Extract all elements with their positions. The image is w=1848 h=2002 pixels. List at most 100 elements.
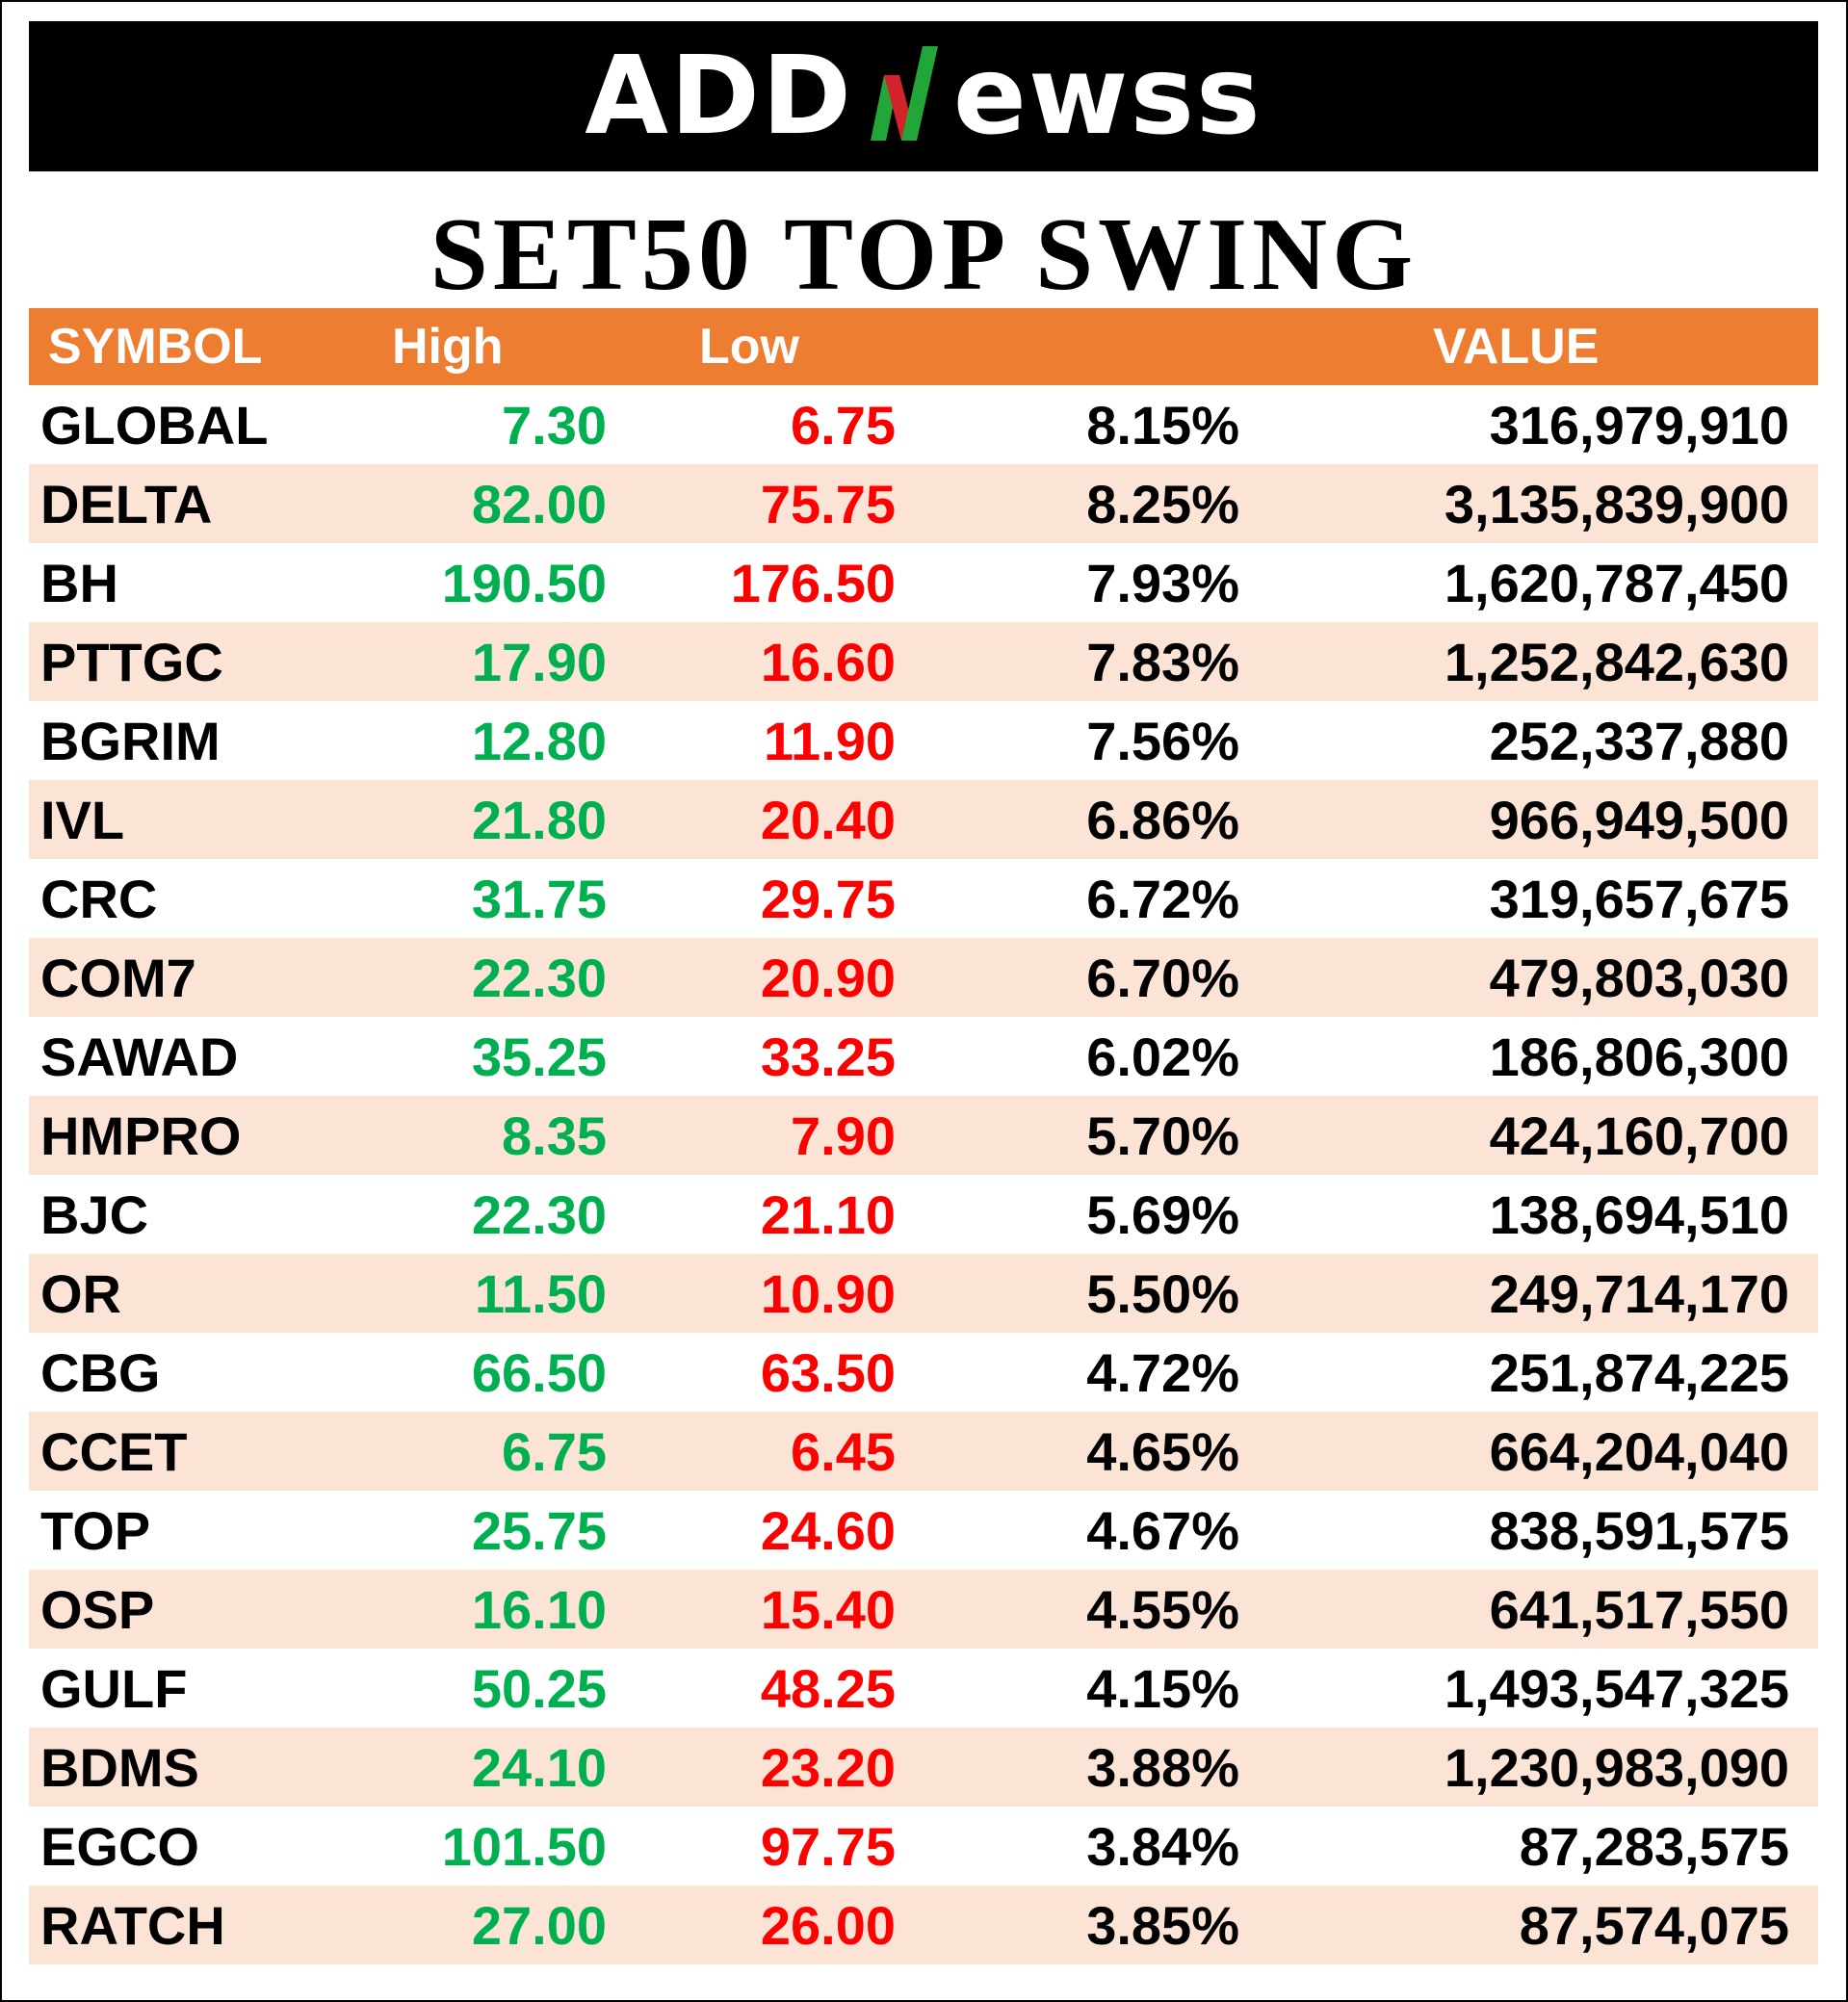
high-cell: 7.30 — [502, 394, 607, 455]
percent-cell: 7.56% — [1086, 710, 1239, 771]
percent-cell: 3.84% — [1086, 1815, 1239, 1877]
header-symbol: SYMBOL — [48, 319, 263, 375]
table-row: GULF 50.25 48.25 4.15% 1,493,547,325 — [29, 1649, 1818, 1728]
percent-cell: 4.67% — [1086, 1499, 1239, 1561]
low-cell: 6.75 — [791, 394, 896, 455]
symbol-cell: CRC — [40, 868, 158, 929]
table-row: RATCH 27.00 26.00 3.85% 87,574,075 — [29, 1885, 1818, 1964]
high-cell: 24.10 — [471, 1736, 607, 1798]
symbol-cell: RATCH — [40, 1894, 225, 1956]
symbol-cell: EGCO — [40, 1815, 199, 1877]
low-cell: 33.25 — [760, 1026, 896, 1087]
table-row: OR 11.50 10.90 5.50% 249,714,170 — [29, 1254, 1818, 1333]
low-cell: 29.75 — [760, 868, 896, 929]
low-cell: 16.60 — [760, 631, 896, 692]
symbol-cell: OSP — [40, 1578, 155, 1640]
low-cell: 15.40 — [760, 1578, 896, 1640]
logo-n-mark-icon — [857, 37, 950, 156]
low-cell: 97.75 — [760, 1815, 896, 1877]
low-cell: 21.10 — [760, 1183, 896, 1245]
value-cell: 1,252,842,630 — [1444, 631, 1789, 692]
table-row: CBG 66.50 63.50 4.72% 251,874,225 — [29, 1333, 1818, 1412]
value-cell: 319,657,675 — [1489, 868, 1789, 929]
value-cell: 664,204,040 — [1489, 1420, 1789, 1482]
percent-cell: 5.69% — [1086, 1183, 1239, 1245]
percent-cell: 6.86% — [1086, 789, 1239, 850]
value-cell: 316,979,910 — [1489, 394, 1789, 455]
value-cell: 3,135,839,900 — [1444, 473, 1789, 534]
percent-cell: 3.85% — [1086, 1894, 1239, 1956]
high-cell: 35.25 — [471, 1026, 607, 1087]
value-cell: 87,574,075 — [1519, 1894, 1789, 1956]
table-row: PTTGC 17.90 16.60 7.83% 1,252,842,630 — [29, 622, 1818, 701]
table-row: OSP 16.10 15.40 4.55% 641,517,550 — [29, 1570, 1818, 1649]
high-cell: 8.35 — [502, 1105, 607, 1166]
value-cell: 138,694,510 — [1489, 1183, 1789, 1245]
brand-banner: ADD ewss — [29, 21, 1818, 171]
symbol-cell: PTTGC — [40, 631, 223, 692]
value-cell: 251,874,225 — [1489, 1341, 1789, 1403]
high-cell: 27.00 — [471, 1894, 607, 1956]
table-row: BGRIM 12.80 11.90 7.56% 252,337,880 — [29, 701, 1818, 780]
high-cell: 82.00 — [471, 473, 607, 534]
low-cell: 10.90 — [760, 1262, 896, 1324]
table-row: CCET 6.75 6.45 4.65% 664,204,040 — [29, 1412, 1818, 1491]
high-cell: 16.10 — [471, 1578, 607, 1640]
percent-cell: 7.83% — [1086, 631, 1239, 692]
percent-cell: 4.65% — [1086, 1420, 1239, 1482]
value-cell: 186,806,300 — [1489, 1026, 1789, 1087]
high-cell: 25.75 — [471, 1499, 607, 1561]
table-row: IVL 21.80 20.40 6.86% 966,949,500 — [29, 780, 1818, 859]
value-cell: 87,283,575 — [1519, 1815, 1789, 1877]
value-cell: 1,620,787,450 — [1444, 552, 1789, 613]
symbol-cell: BJC — [40, 1183, 149, 1245]
high-cell: 12.80 — [471, 710, 607, 771]
high-cell: 31.75 — [471, 868, 607, 929]
low-cell: 20.40 — [760, 789, 896, 850]
percent-cell: 6.70% — [1086, 947, 1239, 1008]
percent-cell: 8.15% — [1086, 394, 1239, 455]
value-cell: 479,803,030 — [1489, 947, 1789, 1008]
value-cell: 641,517,550 — [1489, 1578, 1789, 1640]
low-cell: 20.90 — [760, 947, 896, 1008]
low-cell: 48.25 — [760, 1657, 896, 1719]
symbol-cell: GLOBAL — [40, 394, 269, 455]
high-cell: 17.90 — [471, 631, 607, 692]
value-cell: 424,160,700 — [1489, 1105, 1789, 1166]
symbol-cell: BGRIM — [40, 710, 221, 771]
high-cell: 66.50 — [471, 1341, 607, 1403]
table-row: SAWAD 35.25 33.25 6.02% 186,806,300 — [29, 1017, 1818, 1096]
percent-cell: 3.88% — [1086, 1736, 1239, 1798]
high-cell: 101.50 — [441, 1815, 607, 1877]
value-cell: 1,230,983,090 — [1444, 1736, 1789, 1798]
percent-cell: 8.25% — [1086, 473, 1239, 534]
header-value: VALUE — [1433, 319, 1600, 375]
high-cell: 21.80 — [471, 789, 607, 850]
symbol-cell: DELTA — [40, 473, 213, 534]
swing-table: SYMBOL High Low VALUE GLOBAL 7.30 6.75 8.15… — [29, 308, 1818, 1964]
value-cell: 252,337,880 — [1489, 710, 1789, 771]
header-low: Low — [699, 319, 799, 375]
page-title: SET50 TOP SWING — [429, 197, 1419, 312]
high-cell: 11.50 — [474, 1262, 607, 1324]
table-row: BH 190.50 176.50 7.93% 1,620,787,450 — [29, 543, 1818, 622]
symbol-cell: CCET — [40, 1420, 188, 1482]
symbol-cell: BDMS — [40, 1736, 199, 1798]
symbol-cell: BH — [40, 552, 118, 613]
low-cell: 26.00 — [760, 1894, 896, 1956]
low-cell: 24.60 — [760, 1499, 896, 1561]
low-cell: 23.20 — [760, 1736, 896, 1798]
table-row: HMPRO 8.35 7.90 5.70% 424,160,700 — [29, 1096, 1818, 1175]
percent-cell: 6.02% — [1086, 1026, 1239, 1087]
table-row: BJC 22.30 21.10 5.69% 138,694,510 — [29, 1175, 1818, 1254]
low-cell: 11.90 — [763, 710, 896, 771]
addnewss-logo: ADD ewss — [585, 37, 1262, 156]
low-cell: 7.90 — [791, 1105, 896, 1166]
value-cell: 1,493,547,325 — [1444, 1657, 1789, 1719]
symbol-cell: SAWAD — [40, 1026, 239, 1087]
low-cell: 176.50 — [730, 552, 896, 613]
low-cell: 63.50 — [760, 1341, 896, 1403]
low-cell: 75.75 — [760, 473, 896, 534]
high-cell: 6.75 — [502, 1420, 607, 1482]
